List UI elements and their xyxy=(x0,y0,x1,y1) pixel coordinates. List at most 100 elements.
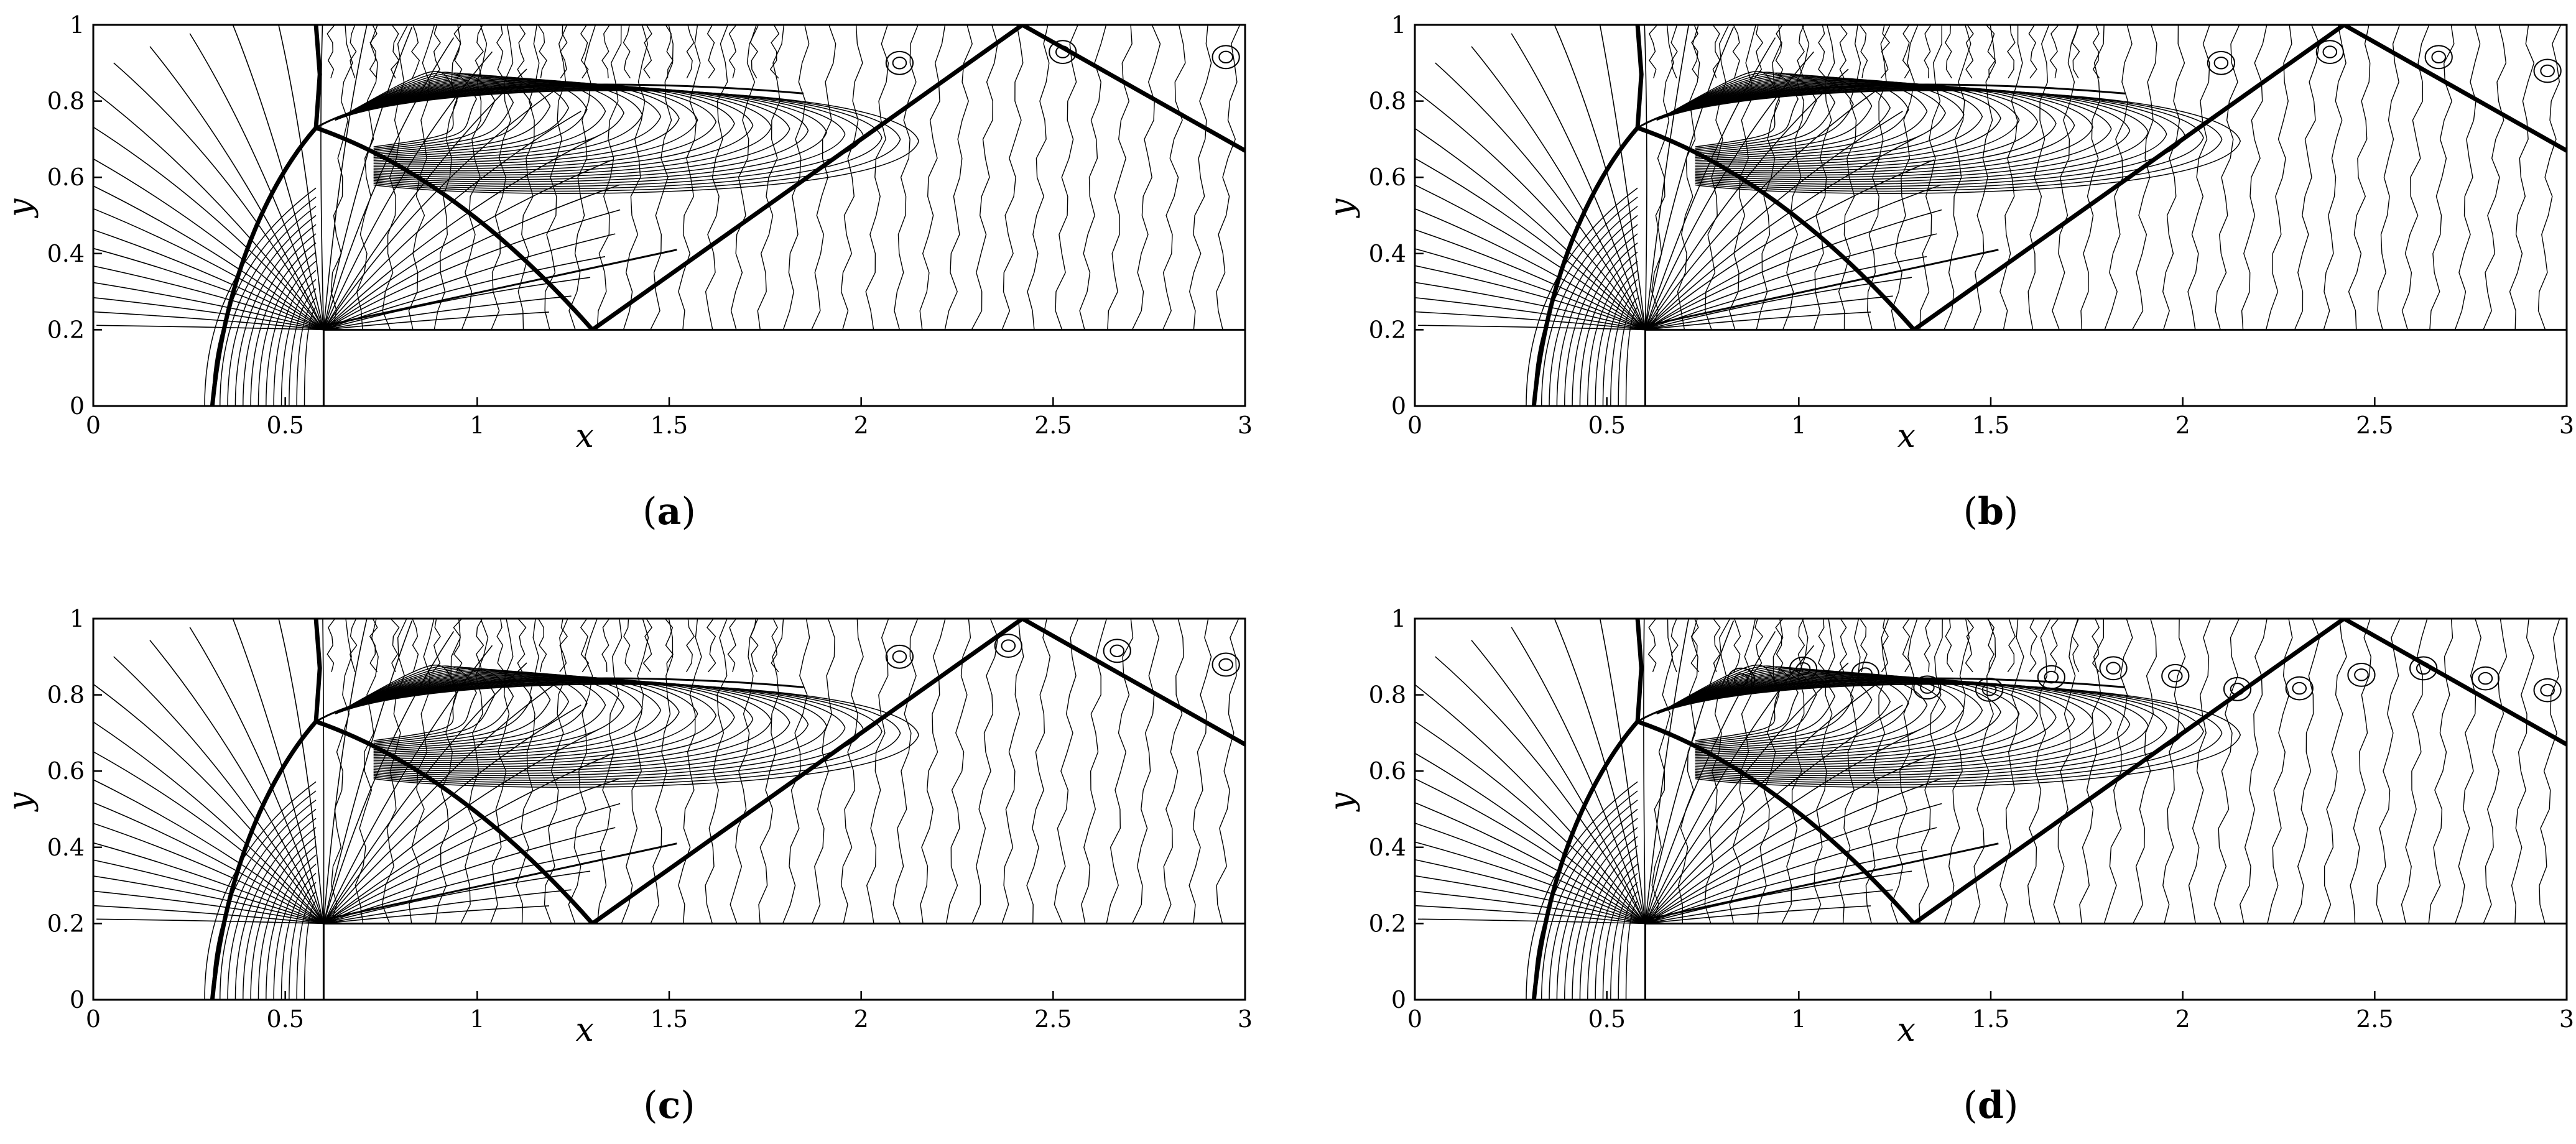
contour-line xyxy=(1656,86,2131,180)
contour-line xyxy=(1732,25,1740,78)
contour-line xyxy=(1435,62,1646,330)
contour-fan xyxy=(1415,25,1942,331)
second-reflected-shock xyxy=(1020,619,1245,747)
contour-vertical xyxy=(327,25,1241,330)
vortex-core xyxy=(2354,668,2369,681)
contour-line xyxy=(432,619,441,673)
contour-line xyxy=(2131,25,2157,330)
contour-line xyxy=(1839,619,1848,673)
vortex xyxy=(2161,663,2190,688)
contour-line xyxy=(1554,25,1646,330)
contour-line xyxy=(664,619,674,672)
y-tick-label: 0.2 xyxy=(1369,910,1406,937)
vortex-core xyxy=(2416,662,2431,675)
y-tick-label: 0.6 xyxy=(1369,757,1406,785)
contour-line xyxy=(496,619,505,673)
contour-line xyxy=(517,25,540,330)
contour-line xyxy=(335,72,496,150)
contour-line xyxy=(335,683,901,786)
contour-line xyxy=(1647,619,1657,673)
contour-line xyxy=(1656,667,1836,746)
contour-line xyxy=(1644,25,1647,330)
contour-line xyxy=(1415,282,1646,331)
contour-line xyxy=(601,619,610,672)
x-tick-label: 0.5 xyxy=(1588,1005,1625,1033)
contour-line xyxy=(1838,25,1861,330)
contour-line xyxy=(1188,25,1212,330)
contour-line xyxy=(1644,803,1942,925)
vortex-core xyxy=(1920,681,1935,694)
contour-line xyxy=(491,25,514,330)
contour-line xyxy=(354,619,379,924)
contour-line xyxy=(1415,778,1646,925)
contour-line xyxy=(335,86,809,180)
panel-label: (a) xyxy=(642,490,696,533)
contour-line xyxy=(335,681,846,778)
expansion-edge xyxy=(323,249,677,327)
vortex-core xyxy=(2431,50,2447,64)
contour-line xyxy=(2007,619,2016,673)
contour-line xyxy=(1859,25,1868,78)
contour-line xyxy=(1415,208,1646,331)
contour-line xyxy=(1656,81,2020,167)
contour-line xyxy=(1618,297,1638,406)
contour-line xyxy=(234,818,317,1000)
contour-fan xyxy=(93,25,621,331)
contour-line xyxy=(678,619,702,924)
contour-line xyxy=(771,619,779,673)
contour-line xyxy=(769,25,780,79)
contour-line xyxy=(1712,25,1721,79)
contour-line xyxy=(323,620,413,924)
contour-plot xyxy=(1415,25,2567,406)
contour-line xyxy=(1756,25,1782,330)
contour-fan xyxy=(1415,619,1942,925)
contour-line xyxy=(296,297,317,406)
contour-line xyxy=(1415,127,1646,330)
contour-line xyxy=(323,233,616,331)
contour-line xyxy=(1415,859,1646,925)
contour-line xyxy=(971,25,998,330)
vortices xyxy=(1727,656,2562,703)
y-tick-label: 1 xyxy=(1391,605,1406,632)
x-axis-title: x xyxy=(1897,1012,1916,1049)
contour-line xyxy=(2511,619,2534,924)
contour-line xyxy=(204,781,317,1000)
shock-lines xyxy=(1531,25,2567,406)
contour-line xyxy=(1644,753,1935,925)
contour-line xyxy=(1924,25,1932,78)
contour-line xyxy=(93,311,324,331)
vortex-core xyxy=(2044,670,2059,684)
contour-line xyxy=(232,619,325,924)
vortex xyxy=(1103,639,1131,663)
x-tick-label: 2.5 xyxy=(1034,412,1072,439)
contour-line xyxy=(93,842,324,925)
contour-line xyxy=(1415,311,1646,331)
shock-lines xyxy=(1531,619,2567,1000)
slip-line xyxy=(315,83,804,129)
contour-line xyxy=(1644,682,1879,924)
contour-line xyxy=(2215,25,2240,330)
x-tick-label: 3 xyxy=(1238,412,1253,439)
contour-line xyxy=(2483,619,2508,924)
contour-line xyxy=(2072,25,2080,79)
y-tick-label: 0.4 xyxy=(47,240,85,267)
contour-line xyxy=(544,619,568,924)
incident-shock xyxy=(1635,719,1917,926)
contour-line xyxy=(323,88,557,330)
contour-line xyxy=(335,86,827,183)
contour-line xyxy=(1131,25,1161,330)
bow-shock xyxy=(1531,126,1640,406)
contour-line xyxy=(390,619,400,673)
contour-line xyxy=(278,619,325,924)
contour-line xyxy=(303,900,317,1000)
contour-line xyxy=(1965,25,1974,79)
contour-line xyxy=(812,619,835,924)
contour-line xyxy=(1704,619,1731,924)
contour-left xyxy=(204,187,317,406)
contour-line xyxy=(1902,619,1911,673)
contour-line xyxy=(2007,25,2016,79)
vortex-core xyxy=(2230,683,2245,696)
contour-line xyxy=(93,247,324,331)
y-tick-label: 0.2 xyxy=(1369,316,1406,343)
contour-line xyxy=(278,25,325,330)
